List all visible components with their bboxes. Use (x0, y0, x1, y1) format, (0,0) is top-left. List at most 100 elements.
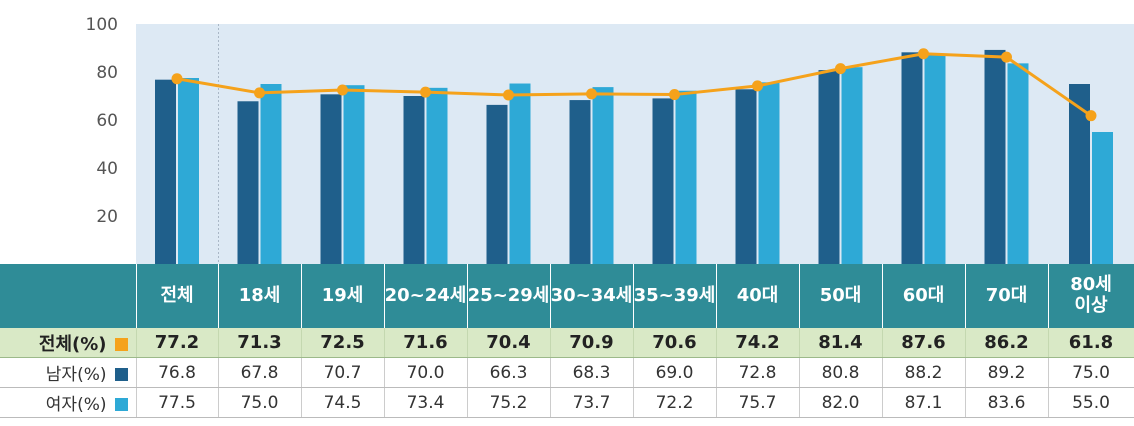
y-tick-label: 20 (96, 207, 118, 227)
cell-total: 86.2 (965, 328, 1049, 358)
point-total (586, 88, 597, 100)
point-total (503, 89, 514, 101)
y-tick-label: 80 (96, 63, 118, 83)
cell-female: 82.0 (799, 387, 883, 418)
point-total (1001, 51, 1012, 63)
legend-swatch-total (114, 337, 128, 351)
point-total (254, 87, 265, 99)
y-tick-label: 40 (96, 159, 118, 179)
column-header: 35~39세 (633, 264, 717, 328)
cell-female: 87.1 (882, 387, 966, 418)
bar-male (818, 70, 840, 264)
cell-female: 73.7 (550, 387, 634, 418)
row-label-male: 남자(%) (0, 357, 137, 388)
cell-male: 67.8 (218, 357, 302, 388)
cell-total: 74.2 (716, 328, 800, 358)
cell-total: 71.3 (218, 328, 302, 358)
y-tick-label: 100 (86, 15, 118, 35)
bar-female (924, 54, 946, 264)
bar-female (178, 78, 199, 264)
bar-male (155, 79, 176, 264)
row-female: 여자(%) 77.5 75.0 74.5 73.4 75.2 73.7 72.2 75.7 82… (0, 387, 1134, 418)
bar-male (901, 52, 923, 264)
cell-male: 72.8 (716, 357, 800, 388)
column-header: 25~29세 (467, 264, 551, 328)
chart: 100 80 60 40 20 (86, 15, 1134, 264)
cell-total: 72.5 (301, 328, 385, 358)
cell-female: 83.6 (965, 387, 1049, 418)
bar-male (569, 100, 591, 264)
bar-female (758, 82, 780, 264)
plot-area (136, 24, 1134, 264)
bar-male (237, 101, 259, 264)
point-total (669, 89, 680, 101)
cell-male: 66.3 (467, 357, 551, 388)
point-total (1085, 110, 1097, 122)
point-total (918, 48, 929, 60)
column-header: 30~34세 (550, 264, 634, 328)
cell-male: 76.8 (136, 357, 219, 388)
cell-female: 72.2 (633, 387, 717, 418)
legend-swatch-male (114, 368, 128, 381)
cell-male: 69.0 (633, 357, 717, 388)
cell-total: 87.6 (882, 328, 966, 358)
point-total (420, 86, 431, 98)
cell-total: 70.9 (550, 328, 634, 358)
cell-total: 71.6 (384, 328, 468, 358)
cell-total: 61.8 (1048, 328, 1134, 358)
cell-female: 77.5 (136, 387, 219, 418)
point-total (835, 63, 846, 75)
cell-male: 70.7 (301, 357, 385, 388)
column-header: 18세 (218, 264, 302, 328)
bar-female (260, 84, 282, 264)
column-header: 20~24세 (384, 264, 468, 328)
bar-male (1069, 84, 1090, 264)
cell-total: 81.4 (799, 328, 883, 358)
cell-female: 73.4 (384, 387, 468, 418)
cell-total: 77.2 (136, 328, 219, 358)
point-total (752, 80, 763, 92)
cell-male: 68.3 (550, 357, 634, 388)
cell-male: 80.8 (799, 357, 883, 388)
cell-female: 55.0 (1048, 387, 1134, 418)
cell-total: 70.4 (467, 328, 551, 358)
cell-female: 75.7 (716, 387, 800, 418)
header-row: 전체 18세 19세 20~24세 25~29세 30~34세 35~39세 40대 50대 60… (0, 264, 1134, 328)
bar-male (984, 49, 1006, 264)
bar-male (320, 94, 342, 264)
cell-male: 75.0 (1048, 357, 1134, 388)
column-header: 40대 (716, 264, 800, 328)
cell-male: 88.2 (882, 357, 966, 388)
header-corner (0, 264, 137, 328)
cell-total: 70.6 (633, 328, 717, 358)
bar-female (1007, 63, 1029, 264)
column-header: 전체 (136, 264, 219, 328)
bar-female (675, 90, 697, 264)
bar-male (735, 89, 757, 264)
cell-female: 74.5 (301, 387, 385, 418)
legend-swatch-female (114, 398, 128, 411)
point-total (171, 73, 183, 85)
bar-female (343, 85, 365, 264)
row-label-female: 여자(%) (0, 387, 137, 418)
column-header: 70대 (965, 264, 1049, 328)
cell-male: 70.0 (384, 357, 468, 388)
column-header: 19세 (301, 264, 385, 328)
bar-female (509, 83, 531, 264)
cell-male: 89.2 (965, 357, 1049, 388)
column-header: 60대 (882, 264, 966, 328)
cell-female: 75.2 (467, 387, 551, 418)
row-label-total: 전체(%) (0, 328, 137, 358)
data-table: 전체 18세 19세 20~24세 25~29세 30~34세 35~39세 40대 50대 60… (0, 264, 1134, 418)
row-male: 남자(%) 76.8 67.8 70.7 70.0 66.3 68.3 69.0 72.8 80… (0, 357, 1134, 388)
row-total: 전체(%) 77.2 71.3 72.5 71.6 70.4 70.9 70.6 74.2 81… (0, 328, 1134, 358)
column-header: 80세 이상 (1048, 264, 1134, 328)
bar-female (426, 87, 448, 264)
point-total (337, 84, 348, 96)
cell-female: 75.0 (218, 387, 302, 418)
column-header: 50대 (799, 264, 883, 328)
bar-female (592, 87, 614, 264)
bar-male (403, 96, 425, 264)
bar-male (652, 98, 674, 264)
y-tick-label: 60 (96, 111, 118, 131)
